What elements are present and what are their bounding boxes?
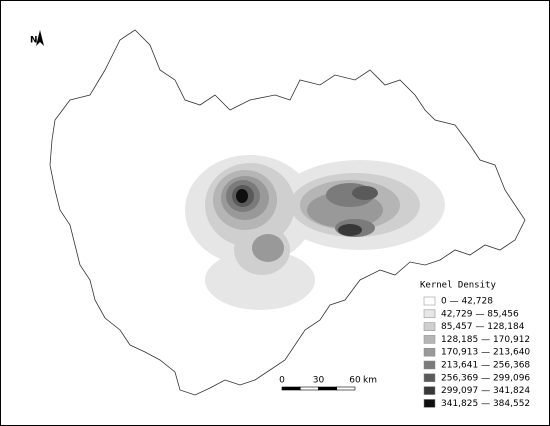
scale-segment: [336, 386, 356, 391]
scale-label: 60: [349, 376, 361, 386]
scale-label: 30: [313, 376, 325, 386]
legend-label: 0 — 42,728: [441, 297, 493, 307]
legend-swatch: [423, 399, 436, 408]
scale-segment: [299, 386, 319, 391]
legend-label: 85,457 — 128,184: [441, 322, 525, 332]
north-arrow: [36, 30, 44, 46]
legend-swatch: [423, 335, 436, 344]
legend-swatch: [423, 386, 436, 395]
scale-unit: km: [363, 376, 377, 386]
scale-label: 0: [279, 376, 285, 386]
legend-label: 256,369 — 299,096: [441, 373, 530, 383]
legend-swatch: [423, 296, 436, 306]
legend-label: 170,913 — 213,640: [441, 348, 530, 358]
legend: Kernel Density 0 — 42,728 42,729 — 85,456 8…: [420, 281, 530, 409]
legend-label: 299,097 — 341,824: [441, 386, 530, 396]
legend-label: 42,729 — 85,456: [441, 309, 519, 319]
legend-swatch: [423, 322, 436, 331]
legend-label: 341,825 — 384,552: [441, 399, 530, 409]
legend-swatch: [423, 373, 436, 383]
scale-bar: 0 30 60 km: [279, 376, 377, 391]
legend-swatch: [423, 309, 436, 319]
north-label: N: [30, 36, 38, 46]
density-surface: [185, 155, 445, 310]
legend-swatch: [423, 360, 436, 370]
legend-label: 128,185 — 170,912: [441, 335, 530, 345]
scale-segment: [281, 386, 301, 391]
legend-label: 213,641 — 256,368: [441, 361, 530, 371]
legend-title: Kernel Density: [420, 281, 496, 291]
legend-swatch: [423, 347, 436, 357]
scale-segment: [318, 386, 338, 391]
